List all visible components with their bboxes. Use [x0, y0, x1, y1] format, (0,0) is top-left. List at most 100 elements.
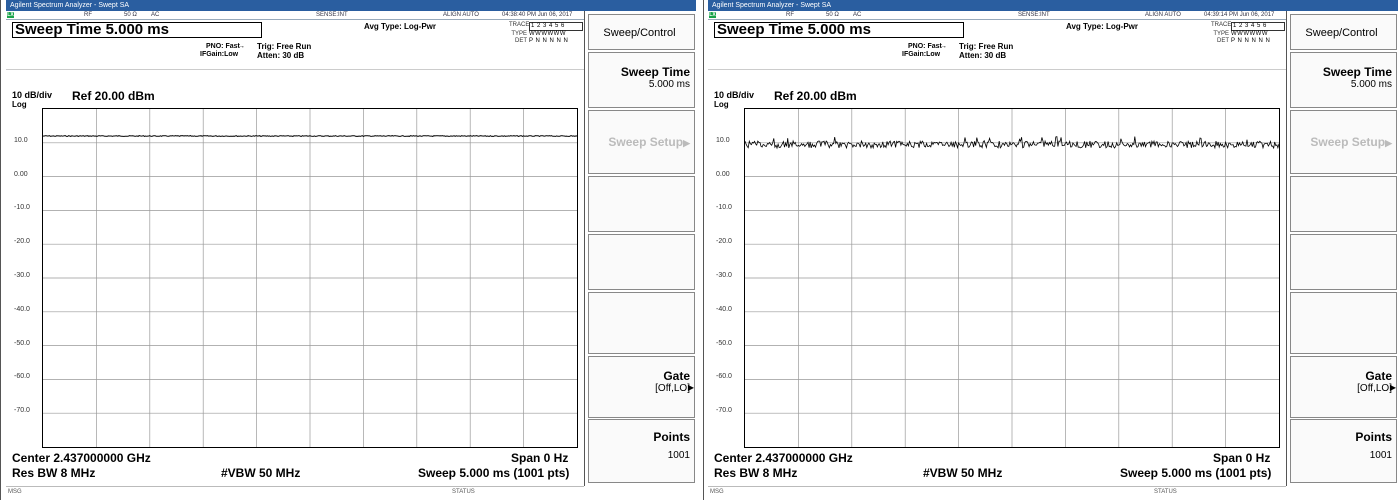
trace-values: 1 2 3 4 5 6 — [1231, 22, 1285, 31]
center-frequency: Center 2.437000000 GHz — [12, 451, 151, 465]
measurement-info-panel: Sweep Time 5.000 ms Avg Type: Log-Pwr PN… — [6, 20, 584, 70]
lx-indicator: LX — [709, 12, 716, 18]
softkey-blank-3[interactable] — [588, 292, 695, 354]
softkey-blank-2[interactable] — [1290, 234, 1397, 290]
type-values: WWWWWW — [529, 31, 566, 37]
softkey-points[interactable]: Points 1001 — [588, 419, 695, 483]
impedance-label: 50 Ω — [124, 12, 137, 18]
softkey-points-label: Points — [653, 430, 690, 444]
left-border — [0, 0, 1, 500]
trace-status-box: TRACE 1 2 3 4 5 6 TYPE WWWWWW DET P N N N N… — [503, 22, 583, 44]
video-bandwidth: #VBW 50 MHz — [923, 466, 1003, 480]
softkey-menu-title: Sweep/Control — [1290, 14, 1397, 50]
middle-divider — [703, 0, 704, 500]
type-label: TYPE — [511, 31, 527, 37]
y-tick-label: -30.0 — [716, 272, 732, 279]
message-bar: MSG STATUS — [6, 486, 584, 500]
resolution-bandwidth: Res BW 8 MHz — [12, 466, 96, 480]
det-label: DET — [515, 38, 527, 44]
plot-header: 10 dB/div Ref 20.00 dBm — [714, 89, 857, 103]
active-function-entry[interactable]: Sweep Time 5.000 ms — [714, 22, 964, 38]
coupling-label: AC — [151, 12, 160, 18]
y-tick-label: -60.0 — [14, 373, 30, 381]
softkey-gate[interactable]: Gate [Off,LO] ▶ — [1290, 356, 1397, 418]
softkey-gate-label: Gate — [663, 369, 690, 383]
datetime: 04:39:14 PM Jun 06, 2017 — [1204, 12, 1275, 18]
softkey-points[interactable]: Points 1001 — [1290, 419, 1397, 483]
softkey-gate[interactable]: Gate [Off,LO] ▶ — [588, 356, 695, 418]
y-tick-label: -40.0 — [14, 305, 30, 313]
y-tick-label: -50.0 — [14, 339, 30, 347]
y-tick-label: -20.0 — [14, 238, 30, 246]
status-row: LX RF 50 Ω AC SENSE:INT ALIGN AUTO 04:38… — [6, 11, 584, 20]
trace-plot-area[interactable] — [42, 108, 578, 448]
lx-indicator: LX — [7, 12, 14, 18]
attenuation-setting: Atten: 30 dB — [959, 51, 1007, 60]
softkey-points-label: Points — [1355, 430, 1392, 444]
softkey-points-value: 1001 — [667, 450, 690, 461]
log-scale-label: Log — [12, 100, 27, 109]
y-tick-label: -70.0 — [716, 407, 732, 415]
datetime: 04:38:40 PM Jun 06, 2017 — [502, 12, 573, 18]
softkey-sweep-time-label: Sweep Time — [620, 65, 690, 79]
softkey-panel: Sweep/Control Sweep Time 5.000 ms Sweep … — [1286, 11, 1398, 486]
active-function-entry[interactable]: Sweep Time 5.000 ms — [12, 22, 262, 38]
status-label: STATUS — [452, 489, 475, 495]
sweep-info: Sweep 5.000 ms (1001 pts) — [418, 466, 570, 480]
softkey-blank-1[interactable] — [588, 176, 695, 232]
softkey-sweep-time[interactable]: Sweep Time 5.000 ms — [588, 52, 695, 108]
scale-label: 10 dB/div — [714, 90, 755, 100]
avg-type: Avg Type: Log-Pwr — [1066, 22, 1138, 31]
softkey-gate-label: Gate — [1365, 369, 1392, 383]
softkey-menu-title: Sweep/Control — [588, 14, 695, 50]
submenu-arrow-icon: ▶ — [683, 138, 690, 148]
trace-plot-svg — [43, 109, 577, 447]
window-title: Agilent Spectrum Analyzer - Swept SA — [6, 0, 696, 11]
avg-type: Avg Type: Log-Pwr — [364, 22, 436, 31]
ifgain-setting: IFGain:Low — [200, 51, 239, 58]
msg-label: MSG — [8, 489, 22, 495]
trace-label: TRACE — [1211, 22, 1232, 28]
softkey-blank-3[interactable] — [1290, 292, 1397, 354]
y-tick-label: -60.0 — [716, 373, 732, 381]
trace-status-box: TRACE 1 2 3 4 5 6 TYPE WWWWWW DET P N N N N… — [1205, 22, 1285, 44]
pno-arrow-icon: → — [238, 43, 245, 50]
y-tick-label: -30.0 — [14, 272, 30, 279]
y-tick-label: 10.0 — [14, 136, 28, 144]
message-bar: MSG STATUS — [708, 486, 1286, 500]
trace-label: TRACE — [509, 22, 530, 28]
span: Span 0 Hz — [1213, 451, 1271, 465]
reference-level: Ref 20.00 dBm — [72, 89, 155, 103]
status-row: LX RF 50 Ω AC SENSE:INT ALIGN AUTO 04:39… — [708, 11, 1286, 20]
rf-label: RF — [84, 12, 92, 18]
softkey-sweep-time-label: Sweep Time — [1322, 65, 1392, 79]
softkey-blank-2[interactable] — [588, 234, 695, 290]
ifgain-setting: IFGain:Low — [902, 51, 941, 58]
softkey-sweep-time[interactable]: Sweep Time 5.000 ms — [1290, 52, 1397, 108]
center-frequency: Center 2.437000000 GHz — [714, 451, 853, 465]
attenuation-setting: Atten: 30 dB — [257, 51, 305, 60]
align-label: ALIGN AUTO — [443, 12, 479, 18]
trigger-setting: Trig: Free Run — [959, 42, 1014, 51]
type-values: WWWWWW — [1231, 31, 1268, 37]
pno-setting: PNO: Fast — [206, 43, 240, 50]
softkey-sweep-setup[interactable]: Sweep Setup▶ — [1290, 110, 1397, 174]
y-tick-label: 0.00 — [14, 170, 28, 178]
softkey-sweep-time-value: 5.000 ms — [648, 79, 690, 90]
submenu-arrow-icon: ▶ — [1389, 383, 1396, 392]
softkey-gate-value: [Off,LO] — [655, 383, 690, 394]
trigger-setting: Trig: Free Run — [257, 42, 312, 51]
align-label: ALIGN AUTO — [1145, 12, 1181, 18]
y-tick-label: -10.0 — [716, 204, 732, 212]
submenu-arrow-icon: ▶ — [687, 383, 694, 392]
trace-plot-area[interactable] — [744, 108, 1280, 448]
softkey-points-value: 1001 — [1369, 450, 1392, 461]
softkey-blank-1[interactable] — [1290, 176, 1397, 232]
msg-label: MSG — [710, 489, 724, 495]
y-tick-label: 0.00 — [716, 170, 730, 178]
spectrum-analyzer-window-1: Agilent Spectrum Analyzer - Swept SA LX … — [6, 0, 696, 500]
plot-header: 10 dB/div Ref 20.00 dBm — [12, 89, 155, 103]
y-tick-label: -40.0 — [716, 305, 732, 313]
video-bandwidth: #VBW 50 MHz — [221, 466, 301, 480]
softkey-sweep-setup[interactable]: Sweep Setup▶ — [588, 110, 695, 174]
